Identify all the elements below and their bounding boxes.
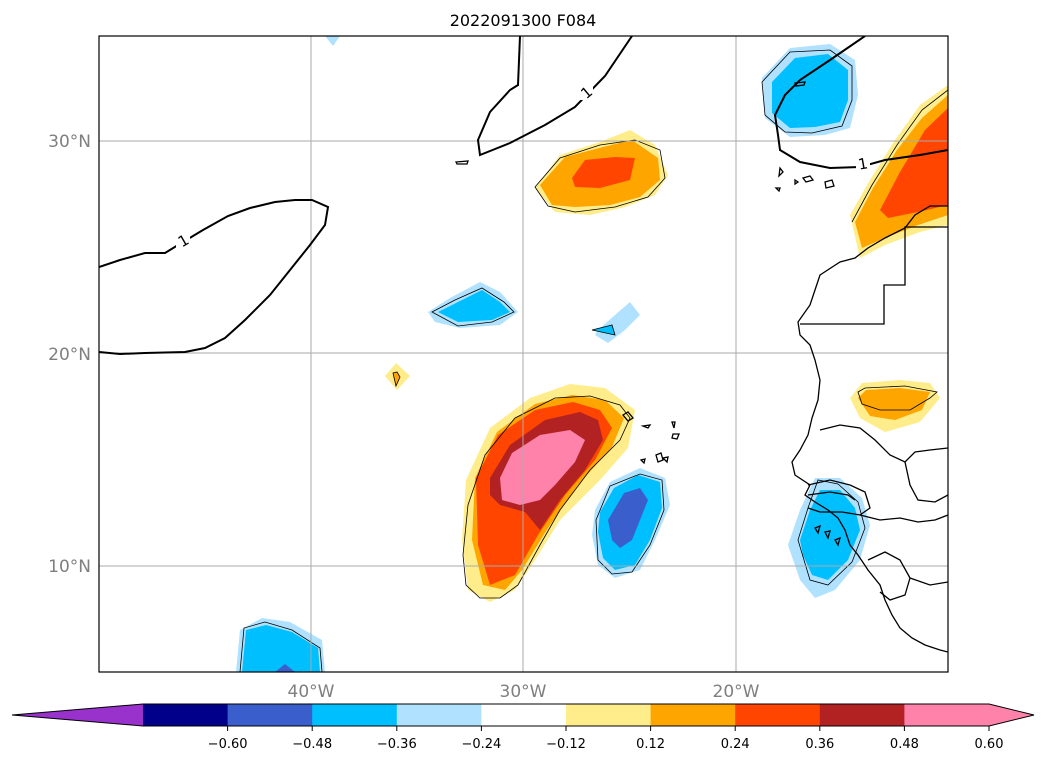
colorbar-segment	[227, 704, 313, 726]
contour-label-northeast: 1	[857, 154, 870, 173]
lat-labels: 30°N 20°N 10°N	[48, 132, 91, 577]
map-area: 1 1 1	[98, 35, 949, 673]
colorbar: −0.60 −0.48 −0.36 −0.24 −0.12 0.12 0.24 0.36 0.4…	[11, 703, 1035, 752]
colorbar-extend-high	[989, 704, 1034, 726]
coastlines	[791, 205, 948, 653]
colorbar-tick-label: 0.12	[636, 737, 665, 752]
lat-label-30n: 30°N	[48, 132, 91, 152]
colorbar-segment	[396, 704, 482, 726]
anomaly-neg-12n-25w	[592, 468, 670, 578]
bijagos-islands	[814, 524, 841, 547]
anomaly-fills	[236, 36, 948, 672]
colorbar-segment	[312, 704, 398, 726]
anomaly-neg-bottom-left	[236, 618, 325, 672]
colorbar-segments	[11, 703, 1035, 727]
lat-label-20n: 20°N	[48, 345, 91, 365]
colorbar-segment	[819, 704, 905, 726]
map-title: 2022091300 F084	[450, 11, 597, 30]
anomaly-neg-21n-26w	[591, 302, 640, 343]
gridlines	[99, 36, 948, 672]
colorbar-segment	[735, 704, 821, 726]
colorbar-tick-label: −0.24	[461, 737, 501, 752]
canary-islands	[774, 166, 835, 193]
liberia-border	[909, 577, 948, 586]
anomaly-pos-19n-36w	[385, 363, 410, 390]
colorbar-segment	[143, 704, 229, 726]
colorbar-tick-label: 0.60	[975, 737, 1004, 752]
lon-labels: 40°W 30°W 20°W	[288, 682, 760, 702]
colorbar-tick-label: −0.48	[292, 737, 332, 752]
anomaly-pos-main	[462, 384, 635, 602]
senegal-border	[807, 479, 871, 516]
anomaly-neg-top	[325, 36, 340, 46]
lat-label-10n: 10°N	[48, 557, 91, 577]
contour-northeast	[773, 36, 948, 170]
colorbar-segment	[904, 704, 990, 726]
lon-label-40w: 40°W	[288, 682, 335, 702]
colorbar-tick-label: −0.36	[377, 737, 417, 752]
mauritania-mali-border	[819, 424, 948, 463]
colorbar-segment	[566, 704, 652, 726]
lon-label-30w: 30°W	[500, 682, 547, 702]
colorbar-segment	[650, 704, 736, 726]
colorbar-tick-label: 0.48	[890, 737, 919, 752]
cape-verde-islands	[622, 411, 680, 465]
mali-border-2	[904, 461, 948, 503]
gambia-border	[807, 491, 856, 501]
colorbar-segment	[481, 704, 567, 726]
guinea-border	[859, 514, 948, 523]
map-frame	[98, 35, 949, 673]
colorbar-tick-label: 0.24	[721, 737, 750, 752]
anomaly-neg-22n-33w	[428, 282, 518, 328]
colorbar-extend-low	[12, 704, 143, 726]
madeira-islands	[454, 160, 469, 165]
western-sahara-border	[800, 226, 948, 325]
islands	[454, 81, 841, 547]
colorbar-tick-label: 0.36	[805, 737, 834, 752]
anomaly-neg-northeast	[761, 44, 858, 137]
anomaly-pos-18n-east	[850, 380, 940, 432]
lon-label-20w: 20°W	[713, 682, 760, 702]
colorbar-tick-label: −0.60	[208, 737, 248, 752]
colorbar-ticks: −0.60 −0.48 −0.36 −0.24 −0.12 0.12 0.24 0.36 0.4…	[208, 726, 1004, 752]
anomaly-pos-north-center	[534, 130, 668, 215]
colorbar-tick-label: −0.12	[546, 737, 586, 752]
contour-labels: 1 1 1	[175, 83, 870, 251]
